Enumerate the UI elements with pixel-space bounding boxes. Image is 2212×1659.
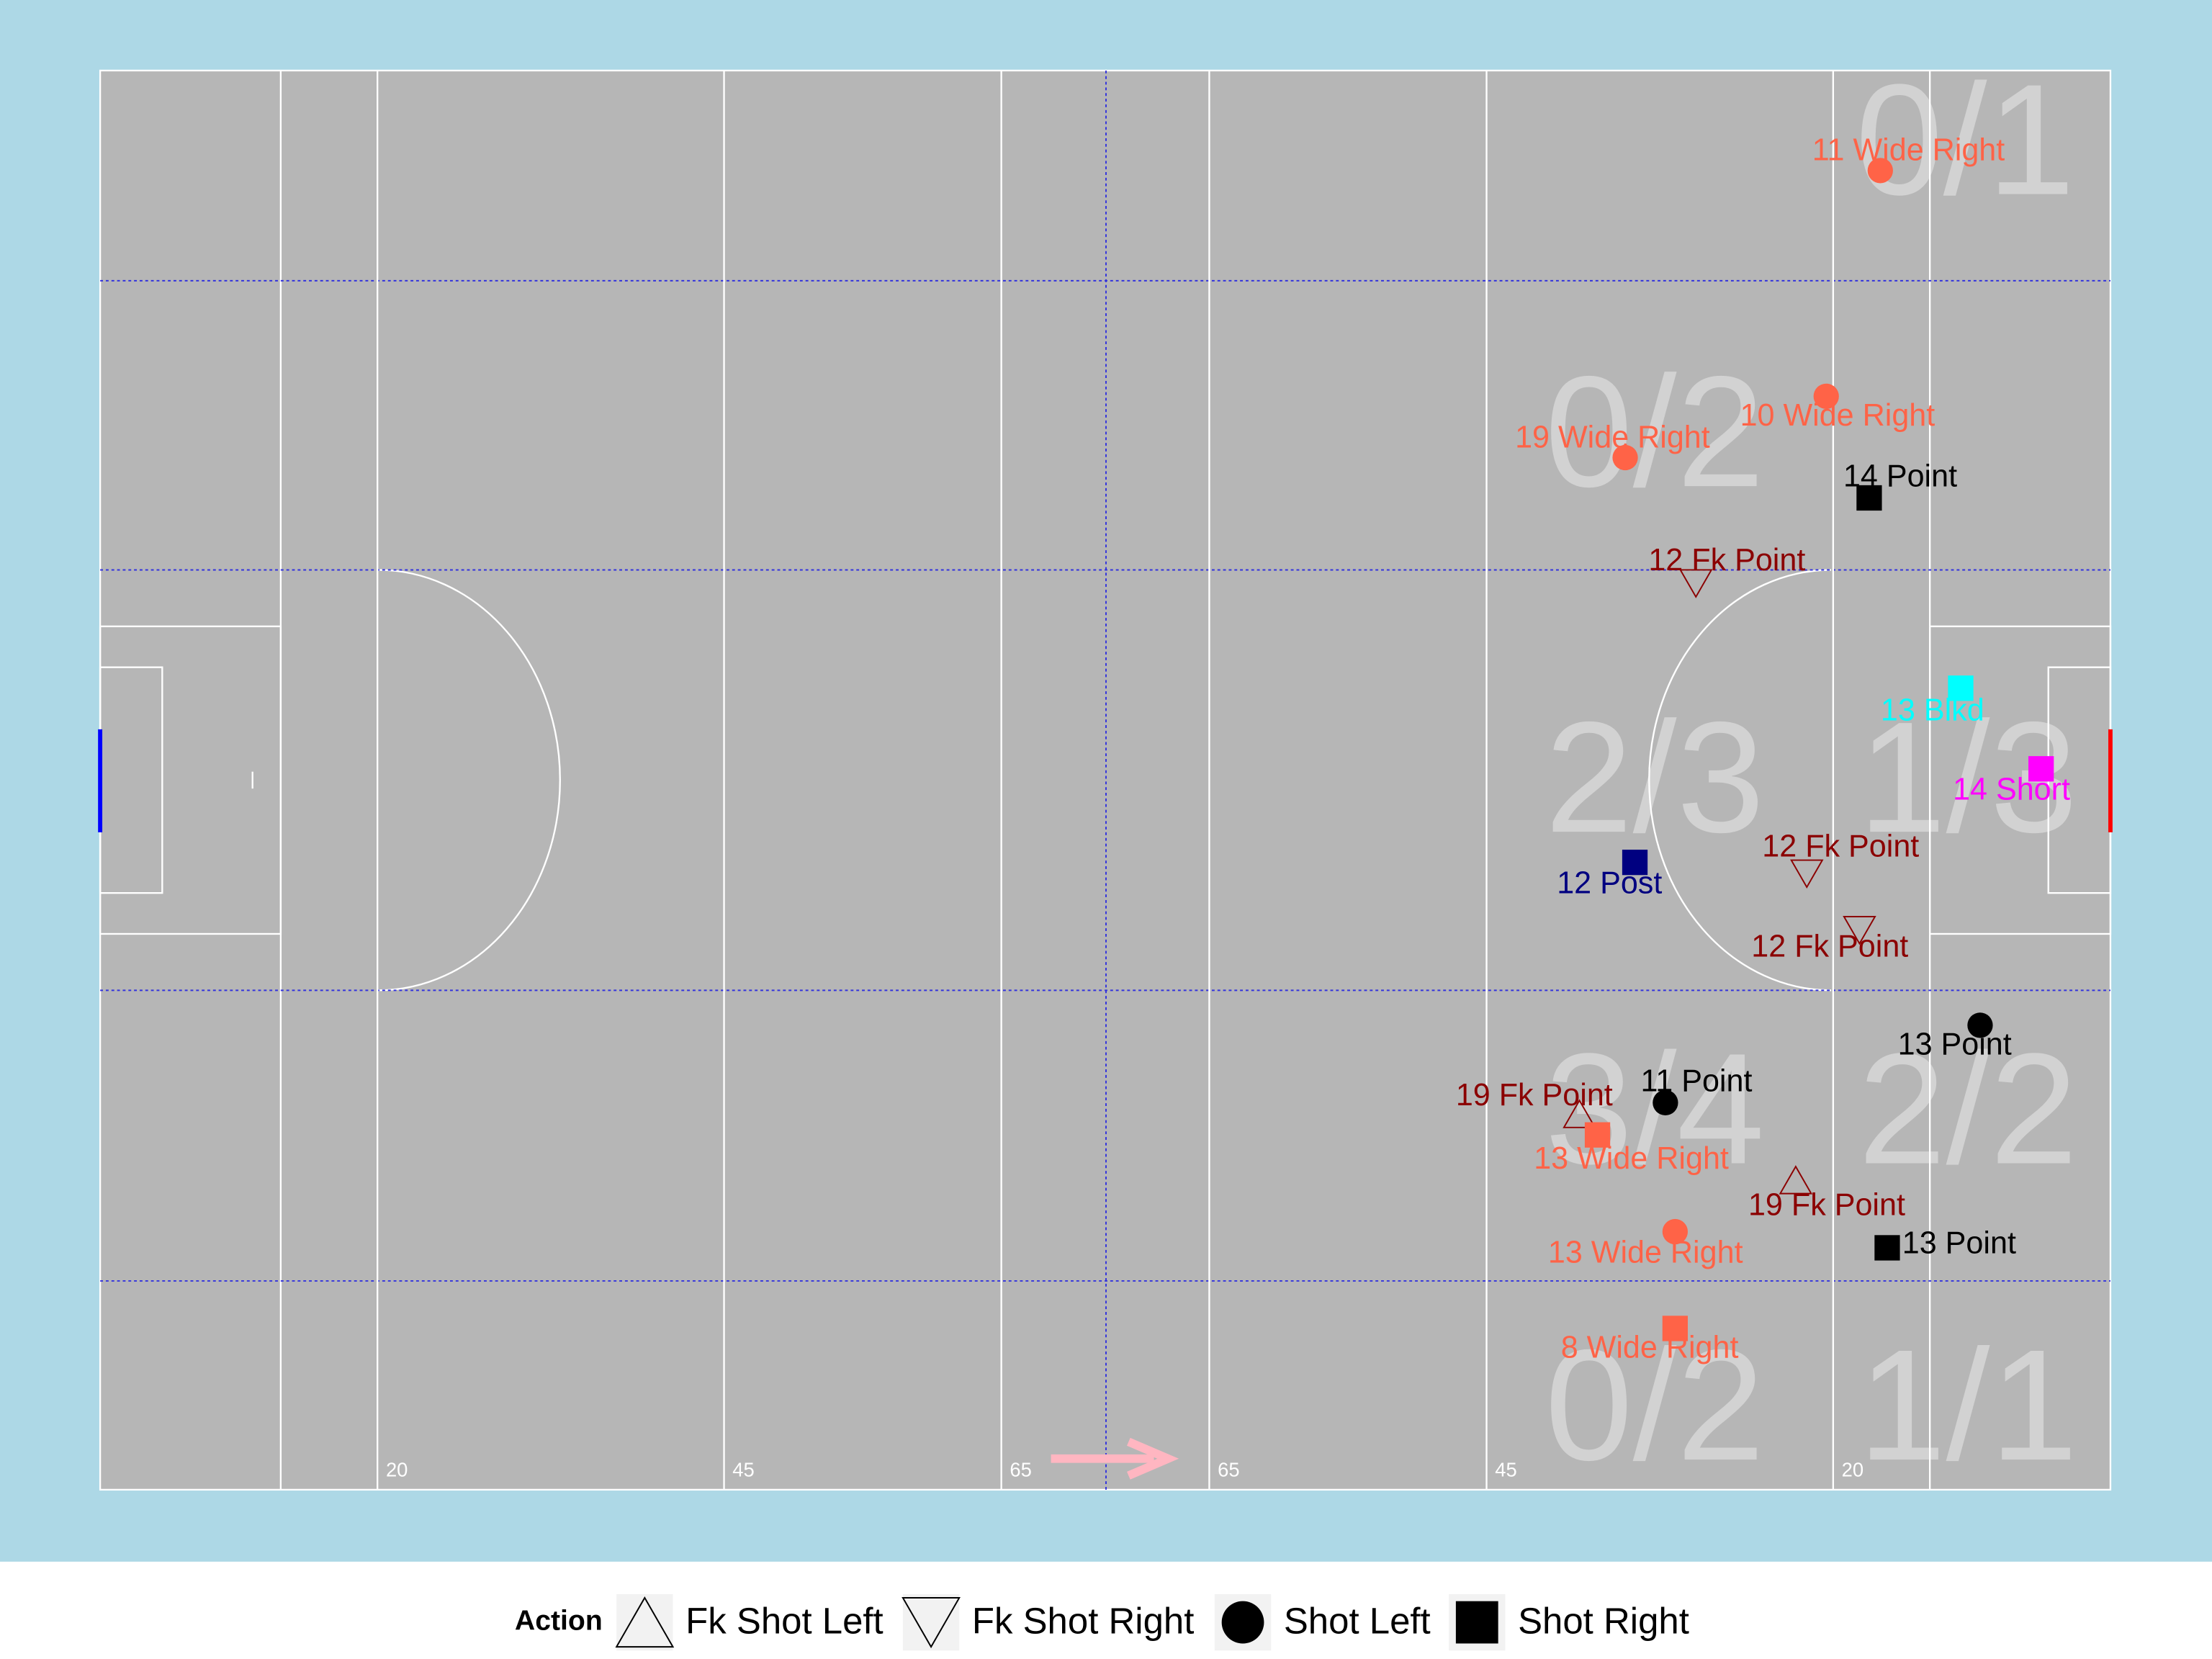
marker: [1967, 1012, 1993, 1038]
zone-label: 2/3: [1545, 689, 1765, 866]
shot-label: 13 Point: [1902, 1226, 2016, 1260]
distance-label: 20: [386, 1459, 408, 1481]
shot-label: 12 Fk Point: [1762, 829, 1919, 863]
marker: [1843, 915, 1876, 945]
zone-lines: [100, 70, 2110, 1490]
legend-label: Fk Shot Right: [972, 1600, 1195, 1641]
marker: [1874, 1235, 1900, 1261]
marker: [1653, 1089, 1678, 1116]
marker: [1867, 158, 1893, 184]
zone-label: 0/1: [1856, 52, 2075, 228]
shot-label: 13 Wide Right: [1548, 1235, 1743, 1269]
arc: [1648, 569, 1832, 992]
legend: Action Fk Shot Left Fk Shot Right Shot Lef…: [515, 1593, 1689, 1651]
zone-labels: 0/10/22/3 1/33/4 2/20/2 1/1: [1545, 52, 2078, 1493]
marker: [1622, 850, 1648, 876]
shot-label: 13 Point: [1898, 1028, 2012, 1062]
shot-label: 11 Point: [1641, 1064, 1753, 1098]
marker: [1662, 1218, 1688, 1245]
distance-label: 45: [732, 1459, 754, 1481]
zone-label: 1/1: [1858, 1317, 2078, 1493]
distance-label: 20: [1842, 1459, 1863, 1481]
marker: [1455, 1601, 1498, 1644]
shot-label: 8 Wide Right: [1561, 1331, 1739, 1365]
marker: [2028, 756, 2054, 782]
legend-label: Fk Shot Left: [685, 1600, 884, 1641]
shot-label: 13 Wide Right: [1534, 1141, 1729, 1176]
distance-lines: 20 45 65 65 45 20: [377, 70, 1863, 1490]
shot-label: 11 Wide Right: [1812, 133, 2005, 168]
legend-title: Action: [515, 1605, 603, 1636]
marker: [1563, 1099, 1596, 1128]
marker: [1856, 485, 1882, 511]
arc: [378, 569, 561, 992]
shot-label: 19 Wide Right: [1515, 420, 1710, 454]
direction-arrow: [1051, 1437, 1179, 1480]
shot-label: 12 Fk Point: [1648, 543, 1805, 577]
shot-label: 12 Fk Point: [1751, 930, 1908, 964]
marker: [615, 1596, 675, 1648]
marker: [1662, 1316, 1688, 1341]
marker: [1948, 675, 1974, 701]
marker: [1813, 383, 1839, 410]
shot-label: 12 Post: [1557, 866, 1662, 900]
zone-label: 0/2: [1545, 1317, 1765, 1493]
arrow-head: [1127, 1437, 1179, 1480]
marker: [1584, 1122, 1611, 1148]
marker: [902, 1596, 961, 1649]
shot-label: 13 Blkd: [1881, 693, 1984, 727]
shot-label: 19 Fk Point: [1456, 1078, 1613, 1112]
legend-label: Shot Right: [1518, 1600, 1689, 1641]
marker: [1790, 859, 1824, 889]
shots: 11 Wide Right 10 Wide Right 19 Wide Right 1…: [1456, 133, 2070, 1365]
marker: [1612, 444, 1638, 471]
zone-label: 2/2: [1858, 1021, 2078, 1197]
zone-label: 0/2: [1545, 343, 1765, 520]
shot-label: 14 Short: [1953, 772, 2070, 806]
distance-label: 65: [1218, 1459, 1239, 1481]
shot-label: 10 Wide Right: [1740, 398, 1936, 433]
marker: [1221, 1601, 1264, 1644]
legend-key: [902, 1593, 960, 1651]
legend-label: Shot Left: [1284, 1600, 1431, 1641]
distance-label: 65: [1010, 1459, 1031, 1481]
legend-key: [616, 1593, 673, 1651]
shot-label: 19 Fk Point: [1748, 1187, 1905, 1222]
marker: [1679, 569, 1713, 598]
pitch: [99, 69, 2112, 1491]
marker: [1779, 1165, 1813, 1195]
distance-label: 45: [1495, 1459, 1516, 1481]
shot-label: 14 Point: [1843, 459, 1957, 493]
